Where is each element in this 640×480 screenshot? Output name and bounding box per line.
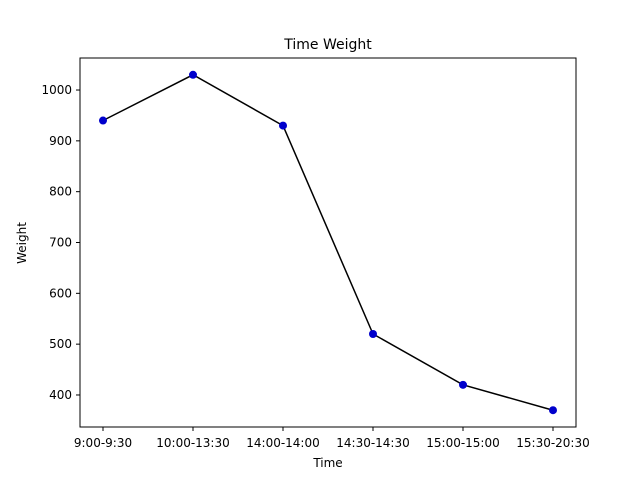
y-tick-label: 400 bbox=[49, 388, 72, 402]
x-tick-label: 14:00-14:00 bbox=[246, 436, 320, 450]
data-point bbox=[369, 329, 377, 338]
y-tick-label: 600 bbox=[49, 286, 72, 300]
x-tick-label: 9:00-9:30 bbox=[74, 436, 132, 450]
x-tick-label: 14:30-14:30 bbox=[336, 436, 410, 450]
data-point bbox=[459, 380, 467, 389]
data-point bbox=[279, 121, 287, 130]
y-axis-label: Weight bbox=[15, 222, 29, 264]
x-tick-label: 15:30-20:30 bbox=[516, 436, 590, 450]
x-axis: 9:00-9:30 10:00-13:30 14:00-14:00 14:30-14:… bbox=[74, 427, 590, 450]
y-tick-label: 1000 bbox=[41, 83, 72, 97]
chart-title: Time Weight bbox=[283, 37, 372, 53]
x-axis-label: Time bbox=[312, 456, 342, 470]
data-point bbox=[549, 406, 557, 415]
y-tick-label: 800 bbox=[49, 185, 72, 199]
y-tick-label: 500 bbox=[49, 337, 72, 351]
y-tick-label: 900 bbox=[49, 134, 72, 148]
y-tick-label: 700 bbox=[49, 236, 72, 250]
data-point bbox=[189, 70, 197, 79]
series-line bbox=[102, 73, 554, 411]
series-layer bbox=[99, 70, 557, 415]
data-point bbox=[99, 116, 107, 125]
y-axis: 400 500 600 700 800 900 1000 bbox=[41, 83, 80, 402]
x-tick-label: 10:00-13:30 bbox=[156, 436, 230, 450]
x-tick-label: 15:00-15:00 bbox=[426, 436, 500, 450]
